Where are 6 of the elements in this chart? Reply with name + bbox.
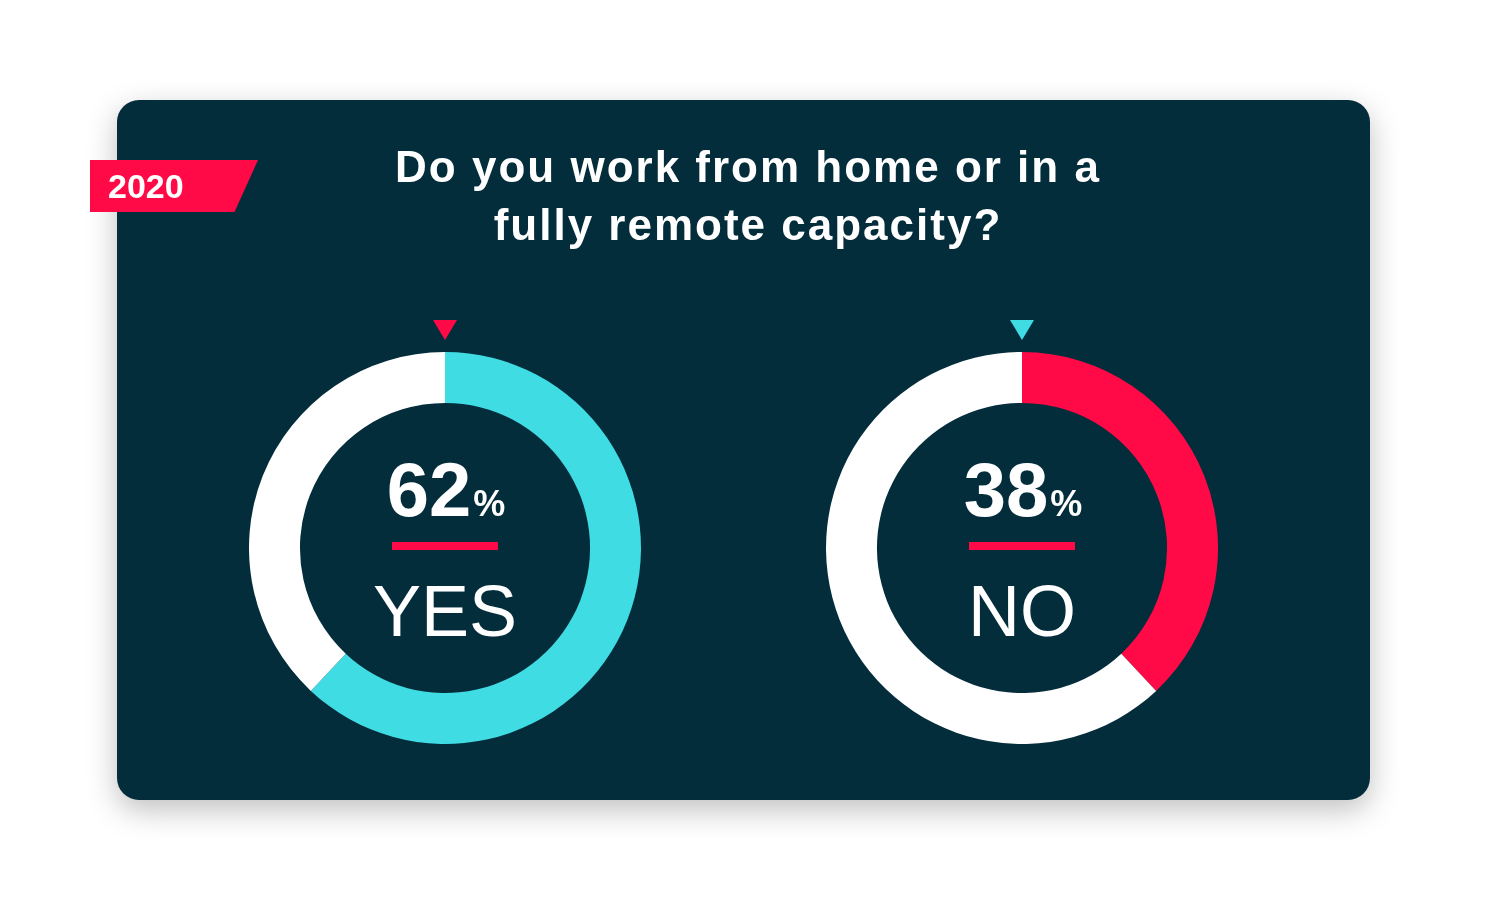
- slice-label: YES: [372, 571, 518, 651]
- text: Do you work from home or in a fully remote capacity?: [394, 141, 1102, 251]
- legend-label: NO: [968, 571, 1076, 651]
- data-label: 38%: [963, 447, 1083, 532]
- text: 2020: [90, 160, 258, 212]
- data-label: 62%: [386, 447, 506, 532]
